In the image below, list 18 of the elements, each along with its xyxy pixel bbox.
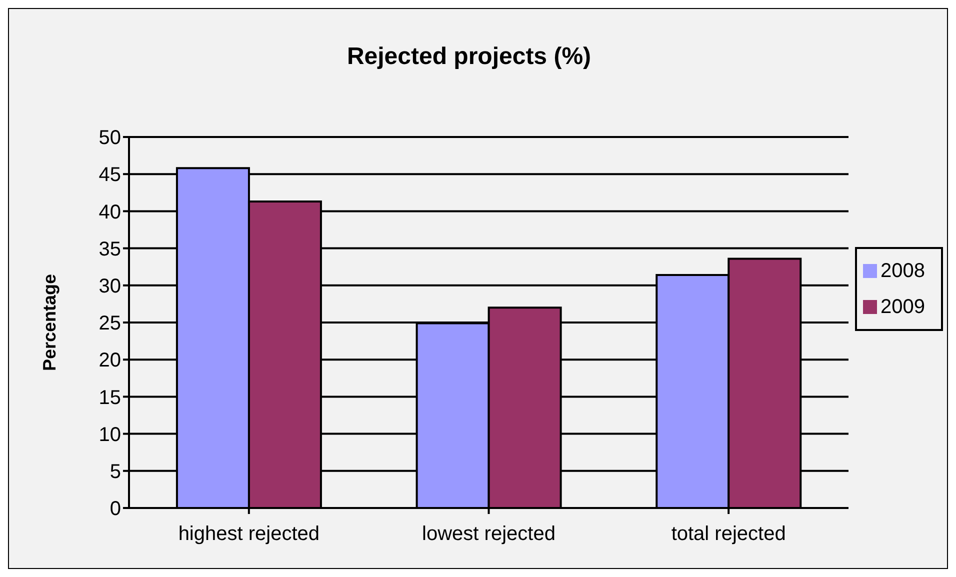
y-tick-label: 25 bbox=[98, 312, 121, 335]
y-tick-label: 30 bbox=[98, 276, 121, 298]
y-tick-label: 0 bbox=[110, 498, 121, 520]
y-axis-title: Percentage bbox=[39, 274, 60, 372]
x-tick-label: total rejected bbox=[671, 523, 786, 546]
y-tick-label: 5 bbox=[110, 461, 121, 483]
y-tick-label: 40 bbox=[98, 201, 121, 224]
y-tick-label: 10 bbox=[98, 424, 121, 446]
y-tick-label: 50 bbox=[98, 127, 121, 150]
legend-label: 2008 bbox=[880, 260, 925, 282]
y-tick-label: 45 bbox=[98, 164, 121, 186]
legend-label: 2009 bbox=[880, 296, 925, 318]
y-tick-label: 35 bbox=[98, 238, 121, 260]
chart-title: Rejected projects (%) bbox=[346, 43, 592, 71]
y-tick-label: 15 bbox=[98, 386, 121, 409]
y-tick-label: 20 bbox=[98, 350, 121, 372]
x-tick-label: lowest rejected bbox=[422, 523, 556, 546]
x-tick-label: highest rejected bbox=[178, 523, 320, 546]
